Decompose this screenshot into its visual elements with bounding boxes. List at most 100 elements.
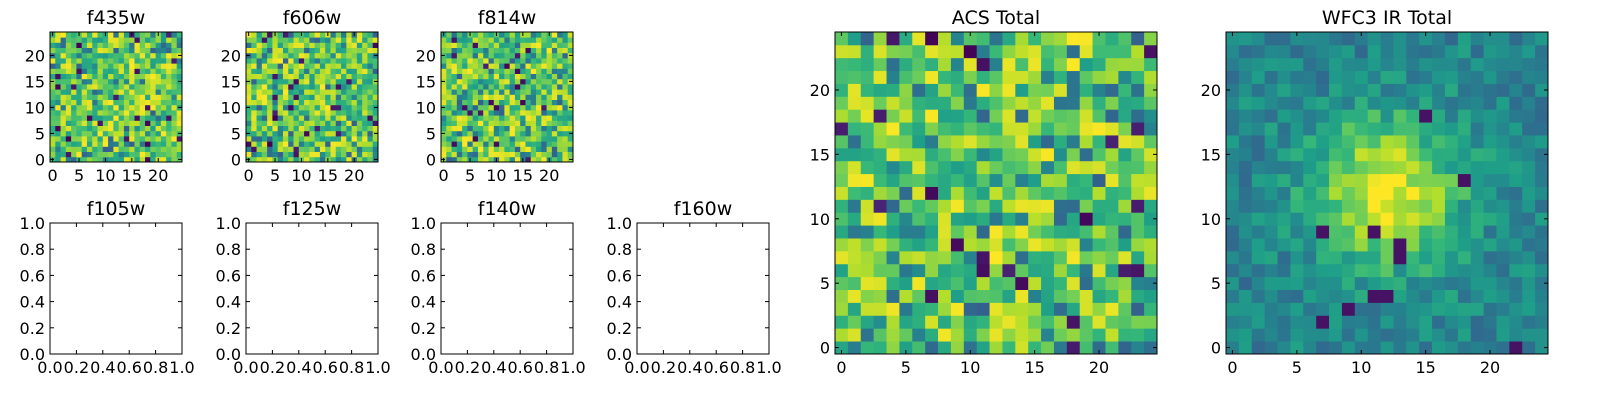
heatmap-cell	[314, 42, 321, 48]
heatmap-cell	[1277, 328, 1291, 342]
heatmap-cell	[499, 78, 505, 85]
heatmap-cell	[504, 68, 511, 74]
heatmap-cell	[514, 52, 521, 59]
heatmap-cell	[557, 37, 563, 43]
heatmap-cell	[446, 104, 452, 111]
heatmap-cell	[488, 94, 495, 100]
heatmap-cell	[1496, 70, 1510, 84]
heatmap-cell	[251, 89, 257, 95]
heatmap-cell	[97, 99, 104, 106]
heatmap-cell	[938, 32, 952, 46]
heatmap-cell	[567, 58, 574, 64]
heatmap-cell	[963, 173, 978, 187]
heatmap-cell	[367, 136, 374, 142]
heatmap-cell	[139, 94, 146, 100]
heatmap-cell	[551, 125, 558, 132]
heatmap-cell	[835, 173, 849, 187]
heatmap-cell	[1535, 135, 1549, 149]
heatmap-cell	[251, 146, 257, 152]
heatmap-cell	[113, 47, 120, 54]
heatmap-cell	[65, 99, 72, 106]
heatmap-cell	[886, 225, 900, 239]
heatmap-cell	[835, 250, 849, 265]
heatmap-cell	[1092, 70, 1106, 84]
heatmap-cell	[1066, 315, 1081, 329]
heatmap-cell	[938, 302, 952, 316]
heatmap-cell	[899, 225, 913, 239]
heatmap-cell	[912, 109, 926, 123]
heatmap-cell	[1406, 302, 1420, 316]
heatmap-cell	[976, 109, 990, 123]
heatmap-cell	[950, 315, 965, 329]
heatmap-cell	[1066, 212, 1081, 226]
heatmap-cell	[304, 42, 310, 48]
heatmap-cell	[1341, 225, 1356, 239]
heatmap-cell	[145, 78, 151, 85]
x-tick-label: 10	[486, 166, 506, 185]
heatmap-cell	[514, 68, 521, 74]
heatmap-cell	[309, 52, 316, 59]
heatmap-cell	[71, 125, 77, 132]
heatmap-cell	[1264, 341, 1278, 355]
heatmap-cell	[1041, 122, 1055, 136]
heatmap-cell	[536, 120, 542, 126]
heatmap-cell	[341, 94, 347, 100]
heatmap-cell	[925, 44, 939, 59]
heatmap-cell	[462, 37, 468, 43]
heatmap-cell	[557, 141, 563, 147]
heatmap-cell	[441, 68, 447, 74]
heatmap-cell	[288, 73, 294, 80]
heatmap-cell	[456, 63, 463, 69]
heatmap-cell	[330, 63, 337, 69]
heatmap-cell	[860, 250, 875, 265]
heatmap-cell	[118, 110, 125, 116]
heatmap-cell	[976, 57, 990, 72]
heatmap-cell	[76, 146, 83, 152]
heatmap-cell	[102, 84, 109, 90]
heatmap-cell	[509, 84, 516, 90]
heatmap-cell	[1367, 160, 1381, 175]
heatmap-cell	[562, 73, 569, 80]
heatmap-cell	[123, 99, 130, 106]
heatmap-cell	[525, 89, 532, 95]
heatmap-cell	[272, 104, 279, 111]
heatmap-cell	[1535, 173, 1549, 187]
heatmap-cell	[1470, 70, 1484, 84]
heatmap-cell	[1041, 32, 1055, 46]
heatmap-cell	[860, 341, 875, 355]
y-tick-label: 5	[35, 124, 45, 143]
heatmap-cell	[1131, 96, 1145, 110]
heatmap-cell	[499, 32, 505, 38]
heatmap-cell	[1118, 263, 1132, 278]
heatmap-cell	[462, 141, 468, 147]
heatmap-cell	[86, 110, 93, 116]
heatmap-cell	[309, 141, 316, 147]
heatmap-cell	[899, 109, 913, 123]
heatmap-cell	[1354, 328, 1369, 342]
heatmap-cell	[1251, 212, 1266, 226]
heatmap-cell	[346, 110, 352, 116]
heatmap-cell	[504, 52, 511, 59]
heatmap-cell	[1535, 315, 1549, 329]
heatmap-cell	[477, 68, 484, 74]
heatmap-cell	[1522, 147, 1536, 162]
heatmap-cell	[472, 125, 479, 132]
heatmap-cell	[367, 58, 374, 64]
heatmap-cell	[1290, 44, 1304, 59]
heatmap-cell	[1118, 225, 1132, 239]
heatmap-cell	[282, 32, 289, 38]
heatmap-cell	[335, 37, 342, 43]
heatmap-cell	[1380, 83, 1394, 97]
heatmap-cell	[493, 110, 500, 116]
heatmap-cell	[499, 151, 505, 158]
heatmap-cell	[304, 151, 310, 158]
heatmap-cell	[886, 173, 900, 187]
heatmap-cell	[925, 341, 939, 355]
heatmap-cell	[1118, 302, 1132, 316]
heatmap-cell	[483, 42, 489, 48]
heatmap-cell	[1354, 83, 1369, 97]
heatmap-cell	[860, 199, 875, 213]
heatmap-cell	[108, 52, 114, 59]
heatmap-cell	[102, 104, 109, 111]
heatmap-cell	[86, 42, 93, 48]
